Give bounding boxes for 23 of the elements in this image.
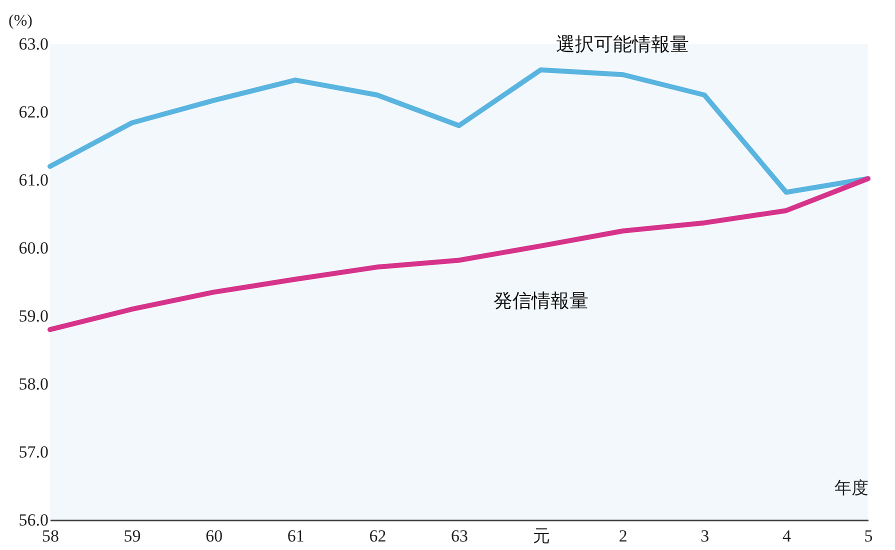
y-tick-label: 60.0 — [18, 238, 48, 258]
y-tick-label: 58.0 — [18, 374, 48, 394]
series-label: 選択可能情報量 — [556, 34, 690, 56]
x-tick-label: 元 — [532, 526, 550, 546]
y-tick-label: 59.0 — [18, 306, 48, 326]
x-tick-label: 63 — [451, 526, 468, 546]
x-tick-label: 3 — [700, 526, 710, 546]
x-tick-label: 2 — [618, 526, 628, 546]
y-tick-label: 56.0 — [18, 510, 48, 530]
x-tick-label: 5 — [864, 526, 873, 546]
y-tick-label: 63.0 — [18, 34, 48, 54]
x-tick-label: 59 — [124, 526, 141, 546]
y-tick-label: 62.0 — [18, 102, 48, 122]
x-tick-label: 4 — [782, 526, 792, 546]
series-label: 発信情報量 — [493, 290, 588, 312]
y-tick-label: 61.0 — [18, 170, 48, 190]
y-axis-title: (%) — [8, 12, 32, 30]
x-axis-title: 年度 — [834, 478, 868, 498]
x-tick-label: 62 — [369, 526, 386, 546]
x-tick-label: 58 — [42, 526, 59, 546]
x-tick-label: 60 — [206, 526, 223, 546]
x-tick-label: 61 — [287, 526, 304, 546]
y-tick-label: 57.0 — [18, 442, 48, 462]
